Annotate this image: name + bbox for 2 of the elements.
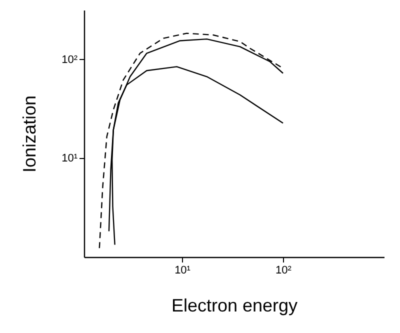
y-axis-title: Ionization [20,95,40,173]
x-axis-title: Electron energy [171,296,298,316]
